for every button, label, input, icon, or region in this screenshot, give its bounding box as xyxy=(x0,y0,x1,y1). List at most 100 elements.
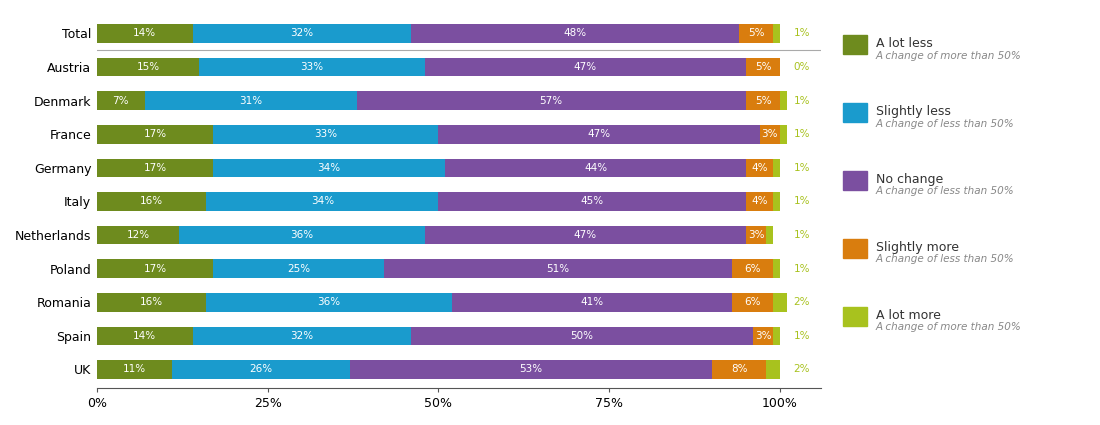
Text: 26%: 26% xyxy=(250,365,273,374)
Text: 47%: 47% xyxy=(574,62,597,72)
Text: 47%: 47% xyxy=(574,230,597,240)
Bar xyxy=(97,293,206,312)
Text: 17%: 17% xyxy=(143,129,166,139)
Text: 57%: 57% xyxy=(540,96,563,106)
Bar xyxy=(767,226,773,244)
Bar xyxy=(97,159,213,177)
Text: 1%: 1% xyxy=(794,264,811,274)
Bar xyxy=(425,58,746,76)
Text: A change of less than 50%: A change of less than 50% xyxy=(876,254,1014,264)
Bar xyxy=(773,327,780,345)
Bar xyxy=(780,91,786,110)
Text: 3%: 3% xyxy=(761,129,778,139)
Bar xyxy=(97,259,213,278)
Text: 32%: 32% xyxy=(290,28,314,39)
Bar xyxy=(97,226,179,244)
Bar xyxy=(733,293,773,312)
Bar xyxy=(97,125,213,144)
Text: 14%: 14% xyxy=(133,28,156,39)
Bar xyxy=(767,360,780,379)
Bar xyxy=(97,192,206,211)
Bar xyxy=(773,259,780,278)
Bar xyxy=(356,91,746,110)
Bar xyxy=(179,226,425,244)
Bar xyxy=(425,226,746,244)
Bar xyxy=(746,91,780,110)
Bar xyxy=(752,327,773,345)
Text: 41%: 41% xyxy=(581,298,604,307)
Bar xyxy=(213,159,446,177)
Text: 14%: 14% xyxy=(133,331,156,341)
Text: A change of less than 50%: A change of less than 50% xyxy=(876,119,1014,129)
Text: A lot more: A lot more xyxy=(876,309,940,321)
Bar xyxy=(384,259,733,278)
Bar xyxy=(759,125,780,144)
Text: 11%: 11% xyxy=(123,365,146,374)
Text: 1%: 1% xyxy=(794,331,811,341)
Text: 31%: 31% xyxy=(239,96,262,106)
Bar xyxy=(145,91,356,110)
Bar xyxy=(97,91,145,110)
Text: 15%: 15% xyxy=(136,62,160,72)
Text: No change: No change xyxy=(876,173,944,186)
Text: 1%: 1% xyxy=(794,129,811,139)
Bar xyxy=(411,327,752,345)
Text: 3%: 3% xyxy=(748,230,764,240)
Bar xyxy=(213,125,439,144)
Text: A lot less: A lot less xyxy=(876,37,933,50)
Bar xyxy=(97,24,192,43)
Bar xyxy=(192,24,411,43)
Bar xyxy=(97,58,199,76)
Text: 53%: 53% xyxy=(519,365,542,374)
Text: 5%: 5% xyxy=(755,96,771,106)
Text: A change of more than 50%: A change of more than 50% xyxy=(876,322,1022,332)
Text: 51%: 51% xyxy=(547,264,570,274)
Text: 6%: 6% xyxy=(745,298,761,307)
Text: 8%: 8% xyxy=(730,365,747,374)
Bar xyxy=(350,360,712,379)
Text: 32%: 32% xyxy=(290,331,314,341)
Text: A change of less than 50%: A change of less than 50% xyxy=(876,187,1014,196)
Text: 1%: 1% xyxy=(794,28,811,39)
Bar xyxy=(452,293,733,312)
Bar xyxy=(746,159,773,177)
Bar xyxy=(411,24,739,43)
Text: 34%: 34% xyxy=(311,196,334,207)
Text: 34%: 34% xyxy=(318,163,341,173)
Bar xyxy=(213,259,384,278)
Text: 5%: 5% xyxy=(755,62,771,72)
Text: 45%: 45% xyxy=(581,196,604,207)
Bar xyxy=(206,293,452,312)
Text: 17%: 17% xyxy=(143,264,166,274)
Bar xyxy=(206,192,439,211)
Text: 33%: 33% xyxy=(315,129,338,139)
Bar xyxy=(739,24,773,43)
Text: 1%: 1% xyxy=(794,96,811,106)
Text: 4%: 4% xyxy=(751,163,768,173)
Text: 1%: 1% xyxy=(794,163,811,173)
Bar xyxy=(439,192,746,211)
Text: 5%: 5% xyxy=(748,28,764,39)
Text: 2%: 2% xyxy=(794,365,811,374)
Text: 1%: 1% xyxy=(794,230,811,240)
Text: 25%: 25% xyxy=(287,264,310,274)
Bar xyxy=(439,125,759,144)
Bar xyxy=(773,293,786,312)
Text: 2%: 2% xyxy=(794,298,811,307)
Bar xyxy=(746,226,767,244)
Bar xyxy=(773,24,780,43)
Text: 4%: 4% xyxy=(751,196,768,207)
Text: 0%: 0% xyxy=(794,62,810,72)
Bar xyxy=(712,360,767,379)
Bar xyxy=(199,58,425,76)
Bar xyxy=(97,327,192,345)
Text: 36%: 36% xyxy=(318,298,341,307)
Text: 6%: 6% xyxy=(745,264,761,274)
Text: 36%: 36% xyxy=(290,230,314,240)
Bar xyxy=(780,125,786,144)
Text: Slightly more: Slightly more xyxy=(876,241,959,254)
Text: 16%: 16% xyxy=(140,196,163,207)
Bar xyxy=(773,159,780,177)
Text: 1%: 1% xyxy=(794,196,811,207)
Bar xyxy=(746,58,780,76)
